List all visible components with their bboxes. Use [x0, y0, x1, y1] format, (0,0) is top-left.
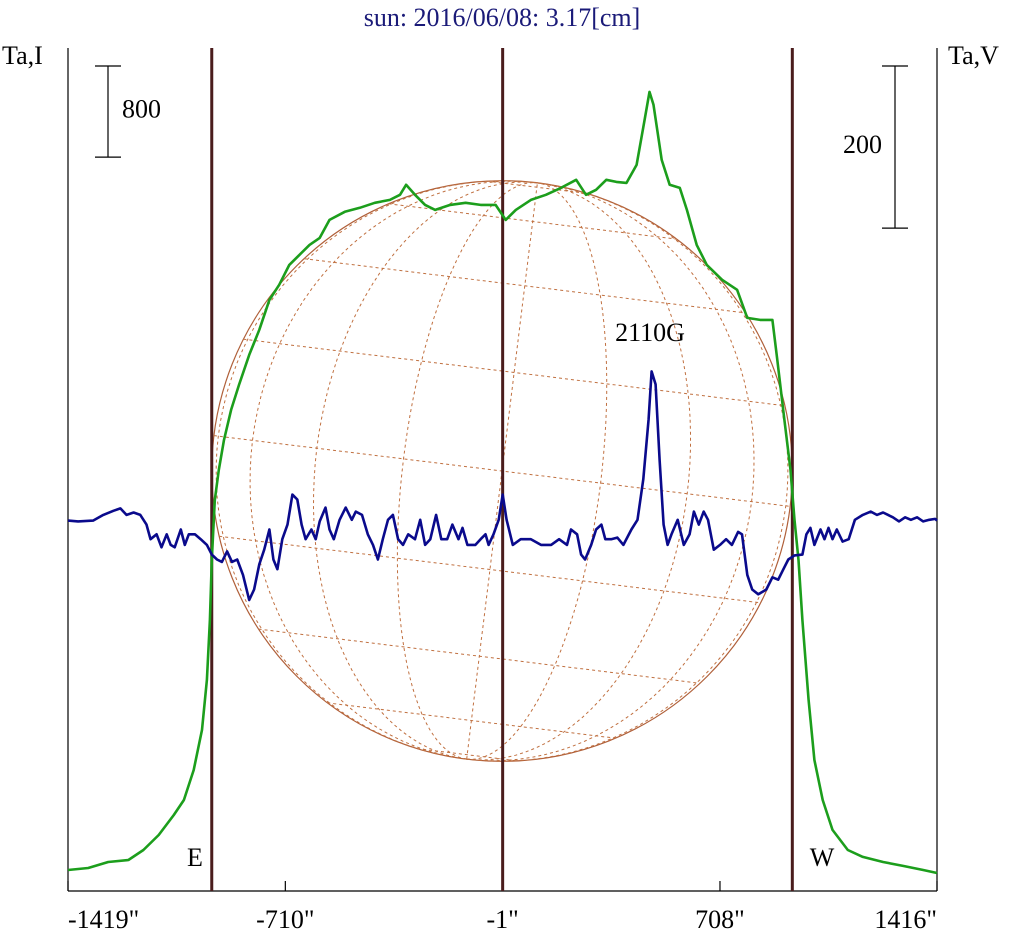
- x-tick-label: -710": [256, 905, 314, 934]
- scale-bar-label: 200: [843, 130, 882, 159]
- annotation: W: [810, 843, 835, 872]
- meridian: [249, 180, 538, 760]
- meridian: [466, 182, 691, 761]
- meridian: [396, 182, 538, 760]
- x-tick-label: -1419": [68, 905, 139, 934]
- meridian: [215, 180, 538, 760]
- x-tick-label: -1": [487, 905, 519, 934]
- meridian: [466, 182, 789, 762]
- annotation: 2110G: [615, 318, 685, 347]
- y2-axis-label: Ta,V: [948, 41, 999, 70]
- solar-disk: [211, 180, 793, 762]
- x-tick-label: 1416": [874, 905, 937, 934]
- scale-bar: 200: [843, 65, 908, 229]
- meridian: [466, 182, 608, 760]
- annotation: E: [187, 843, 203, 872]
- chart-title: sun: 2016/06/08: 3.17[cm]: [364, 3, 641, 32]
- meridian: [312, 181, 538, 760]
- y-axis-label: Ta,I: [2, 41, 43, 70]
- scale-bar: 800: [95, 65, 161, 158]
- scale-bar-label: 800: [122, 95, 161, 124]
- data-line: [67, 370, 938, 602]
- meridian: [466, 182, 755, 762]
- x-tick-label: 708": [695, 905, 745, 934]
- parallel: [243, 338, 785, 407]
- data-line: [67, 90, 938, 875]
